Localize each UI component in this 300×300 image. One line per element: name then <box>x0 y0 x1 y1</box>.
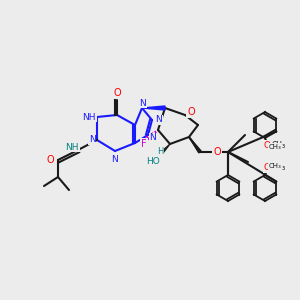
Text: O: O <box>187 107 195 117</box>
Text: N: N <box>112 154 118 164</box>
Text: O: O <box>113 88 121 98</box>
Text: N: N <box>150 134 156 142</box>
Text: CH₃: CH₃ <box>268 144 281 150</box>
Text: N: N <box>88 136 95 145</box>
Text: O: O <box>263 140 271 149</box>
Text: NH: NH <box>82 112 96 122</box>
Text: O: O <box>263 140 271 149</box>
Text: NH: NH <box>65 142 79 152</box>
Text: N: N <box>156 116 162 124</box>
Text: N: N <box>140 98 146 107</box>
Polygon shape <box>157 144 170 158</box>
Text: O: O <box>187 107 195 117</box>
Text: O: O <box>46 155 54 165</box>
Text: O: O <box>263 164 271 172</box>
Text: H: H <box>157 148 163 157</box>
Text: CH₃: CH₃ <box>268 163 281 169</box>
Text: NH: NH <box>82 112 96 122</box>
Text: CH₃: CH₃ <box>272 140 286 149</box>
Polygon shape <box>189 137 201 153</box>
Text: O: O <box>213 147 221 157</box>
Text: N: N <box>156 116 162 124</box>
Text: HO: HO <box>146 157 160 166</box>
Text: N: N <box>88 136 95 145</box>
Text: F: F <box>141 139 147 149</box>
Text: NH: NH <box>65 142 79 152</box>
Text: N: N <box>112 154 118 164</box>
Text: O: O <box>263 164 271 172</box>
Text: O: O <box>113 88 121 98</box>
Text: F: F <box>141 139 147 149</box>
Text: O: O <box>46 155 54 165</box>
Text: CH₃: CH₃ <box>272 164 286 172</box>
Polygon shape <box>142 106 165 110</box>
Text: O: O <box>213 147 221 157</box>
Text: N: N <box>140 98 146 107</box>
Text: HO: HO <box>146 157 160 166</box>
Text: N: N <box>150 134 156 142</box>
